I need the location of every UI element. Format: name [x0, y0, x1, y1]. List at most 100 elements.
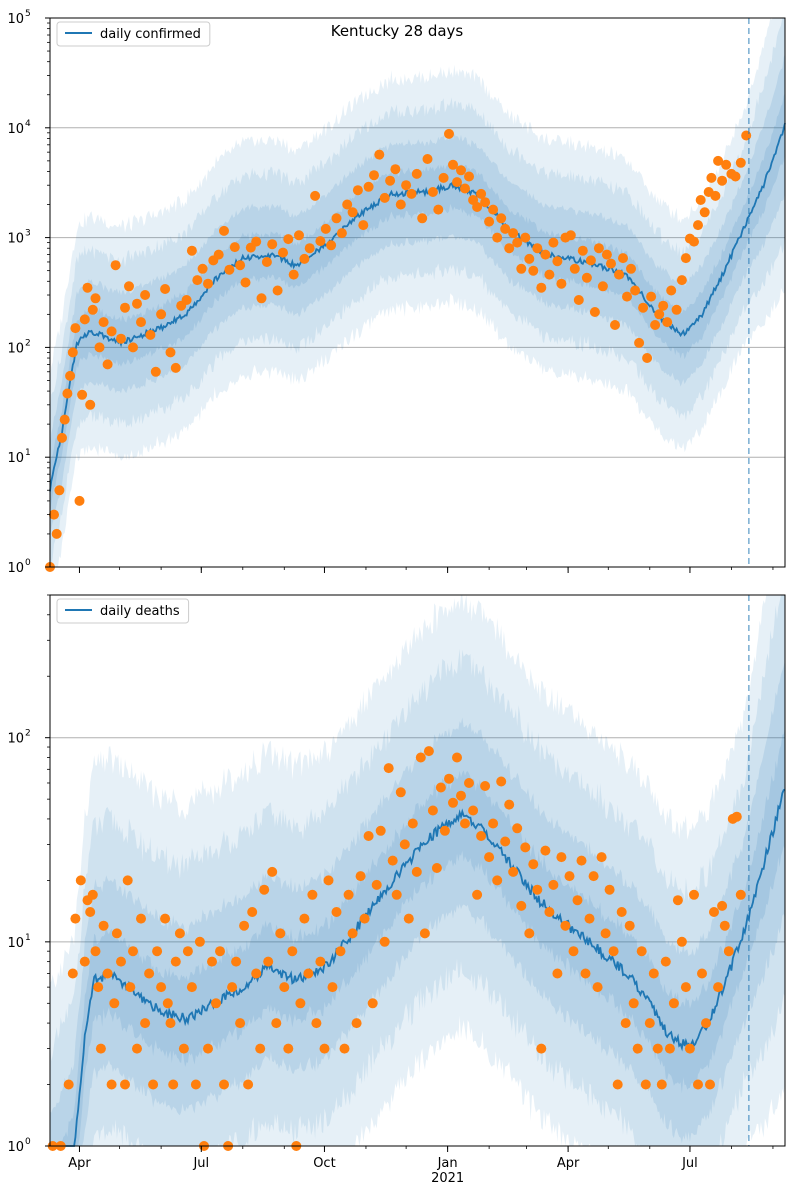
- observed-point: [660, 956, 671, 967]
- observed-point: [219, 225, 229, 236]
- observed-point: [379, 936, 390, 947]
- observed-point: [363, 181, 374, 192]
- deaths-gridlines: [50, 737, 785, 943]
- observed-point: [650, 320, 661, 330]
- observed-point: [624, 920, 635, 931]
- observed-point: [194, 936, 205, 947]
- observed-point: [235, 1018, 246, 1029]
- observed-point: [433, 204, 444, 215]
- observed-point: [460, 818, 470, 829]
- observed-point: [375, 825, 386, 836]
- observed-point: [620, 1018, 631, 1029]
- observed-point: [646, 291, 657, 302]
- y-tick-label: 10: [7, 936, 24, 951]
- y-tick-exponent: 1: [25, 933, 31, 943]
- observed-point: [709, 907, 719, 917]
- observed-point: [552, 968, 563, 979]
- observed-point: [636, 946, 647, 957]
- observed-point: [243, 1079, 254, 1090]
- observed-point: [240, 277, 251, 288]
- observed-point: [730, 171, 741, 182]
- x-tick-label: Jul: [192, 1156, 209, 1171]
- observed-point: [427, 187, 438, 197]
- observed-point: [299, 913, 310, 924]
- observed-point: [524, 253, 535, 264]
- observed-point: [307, 889, 318, 900]
- observed-point: [415, 752, 426, 763]
- confirmed-legend: daily confirmed: [56, 21, 211, 47]
- observed-point: [106, 326, 117, 337]
- observed-point: [261, 257, 272, 267]
- observed-point: [456, 165, 466, 176]
- observed-point: [132, 1043, 142, 1054]
- observed-point: [351, 1018, 362, 1029]
- observed-point: [580, 968, 591, 979]
- observed-point: [150, 366, 161, 377]
- observed-point: [203, 278, 213, 289]
- observed-point: [606, 258, 616, 269]
- y-tick-exponent: 0: [25, 1137, 31, 1147]
- observed-point: [231, 956, 242, 967]
- observed-point: [182, 946, 193, 957]
- observed-point: [680, 253, 691, 264]
- observed-point: [735, 157, 746, 168]
- observed-point: [98, 920, 109, 931]
- observed-point: [596, 852, 607, 863]
- observed-point: [219, 1079, 229, 1090]
- observed-point: [612, 1079, 623, 1090]
- observed-point: [251, 236, 262, 247]
- observed-point: [85, 399, 96, 410]
- observed-point: [741, 130, 752, 141]
- observed-point: [102, 359, 113, 370]
- observed-point: [671, 304, 682, 315]
- observed-point: [287, 946, 298, 957]
- confirmed-gridlines: [50, 17, 785, 458]
- observed-point: [407, 818, 418, 829]
- observed-point: [401, 180, 412, 191]
- observed-point: [717, 900, 728, 911]
- observed-point: [391, 889, 402, 900]
- x-axis-year-label: 2021: [431, 1171, 464, 1186]
- observed-point: [124, 281, 134, 292]
- observed-point: [508, 228, 519, 239]
- observed-point: [342, 199, 353, 210]
- observed-point: [390, 164, 401, 175]
- observed-point: [174, 928, 185, 939]
- observed-point: [556, 278, 567, 289]
- observed-point: [227, 982, 238, 993]
- confirmed-axes-frame: [49, 17, 786, 568]
- observed-point: [452, 177, 462, 188]
- observed-point: [168, 1079, 179, 1090]
- observed-point: [693, 220, 703, 231]
- observed-point: [577, 245, 588, 256]
- observed-point: [516, 900, 527, 911]
- observed-point: [719, 920, 730, 931]
- observed-point: [662, 317, 673, 328]
- observed-point: [504, 243, 515, 254]
- observed-point: [556, 852, 567, 863]
- observed-point: [512, 237, 523, 248]
- deaths-legend-box: [56, 598, 190, 624]
- observed-point: [723, 946, 734, 957]
- observed-point: [423, 746, 434, 757]
- observed-point: [116, 333, 126, 344]
- observed-point: [267, 239, 278, 250]
- observed-point: [379, 192, 390, 203]
- observed-point: [676, 275, 687, 286]
- observed-point: [178, 1043, 189, 1054]
- observed-point: [444, 773, 454, 784]
- observed-point: [713, 155, 724, 166]
- observed-point: [70, 323, 81, 334]
- observed-point: [192, 275, 203, 286]
- observed-point: [82, 282, 93, 293]
- observed-point: [484, 216, 495, 227]
- observed-point: [267, 866, 278, 877]
- observed-point: [597, 281, 608, 292]
- observed-point: [544, 907, 555, 917]
- x-tick-label: Oct: [313, 1156, 335, 1171]
- y-tick-exponent: 4: [25, 119, 31, 129]
- observed-point: [215, 946, 225, 957]
- observed-point: [411, 168, 422, 179]
- y-tick-exponent: 2: [25, 338, 31, 348]
- x-tick-label: Jul: [681, 1156, 698, 1171]
